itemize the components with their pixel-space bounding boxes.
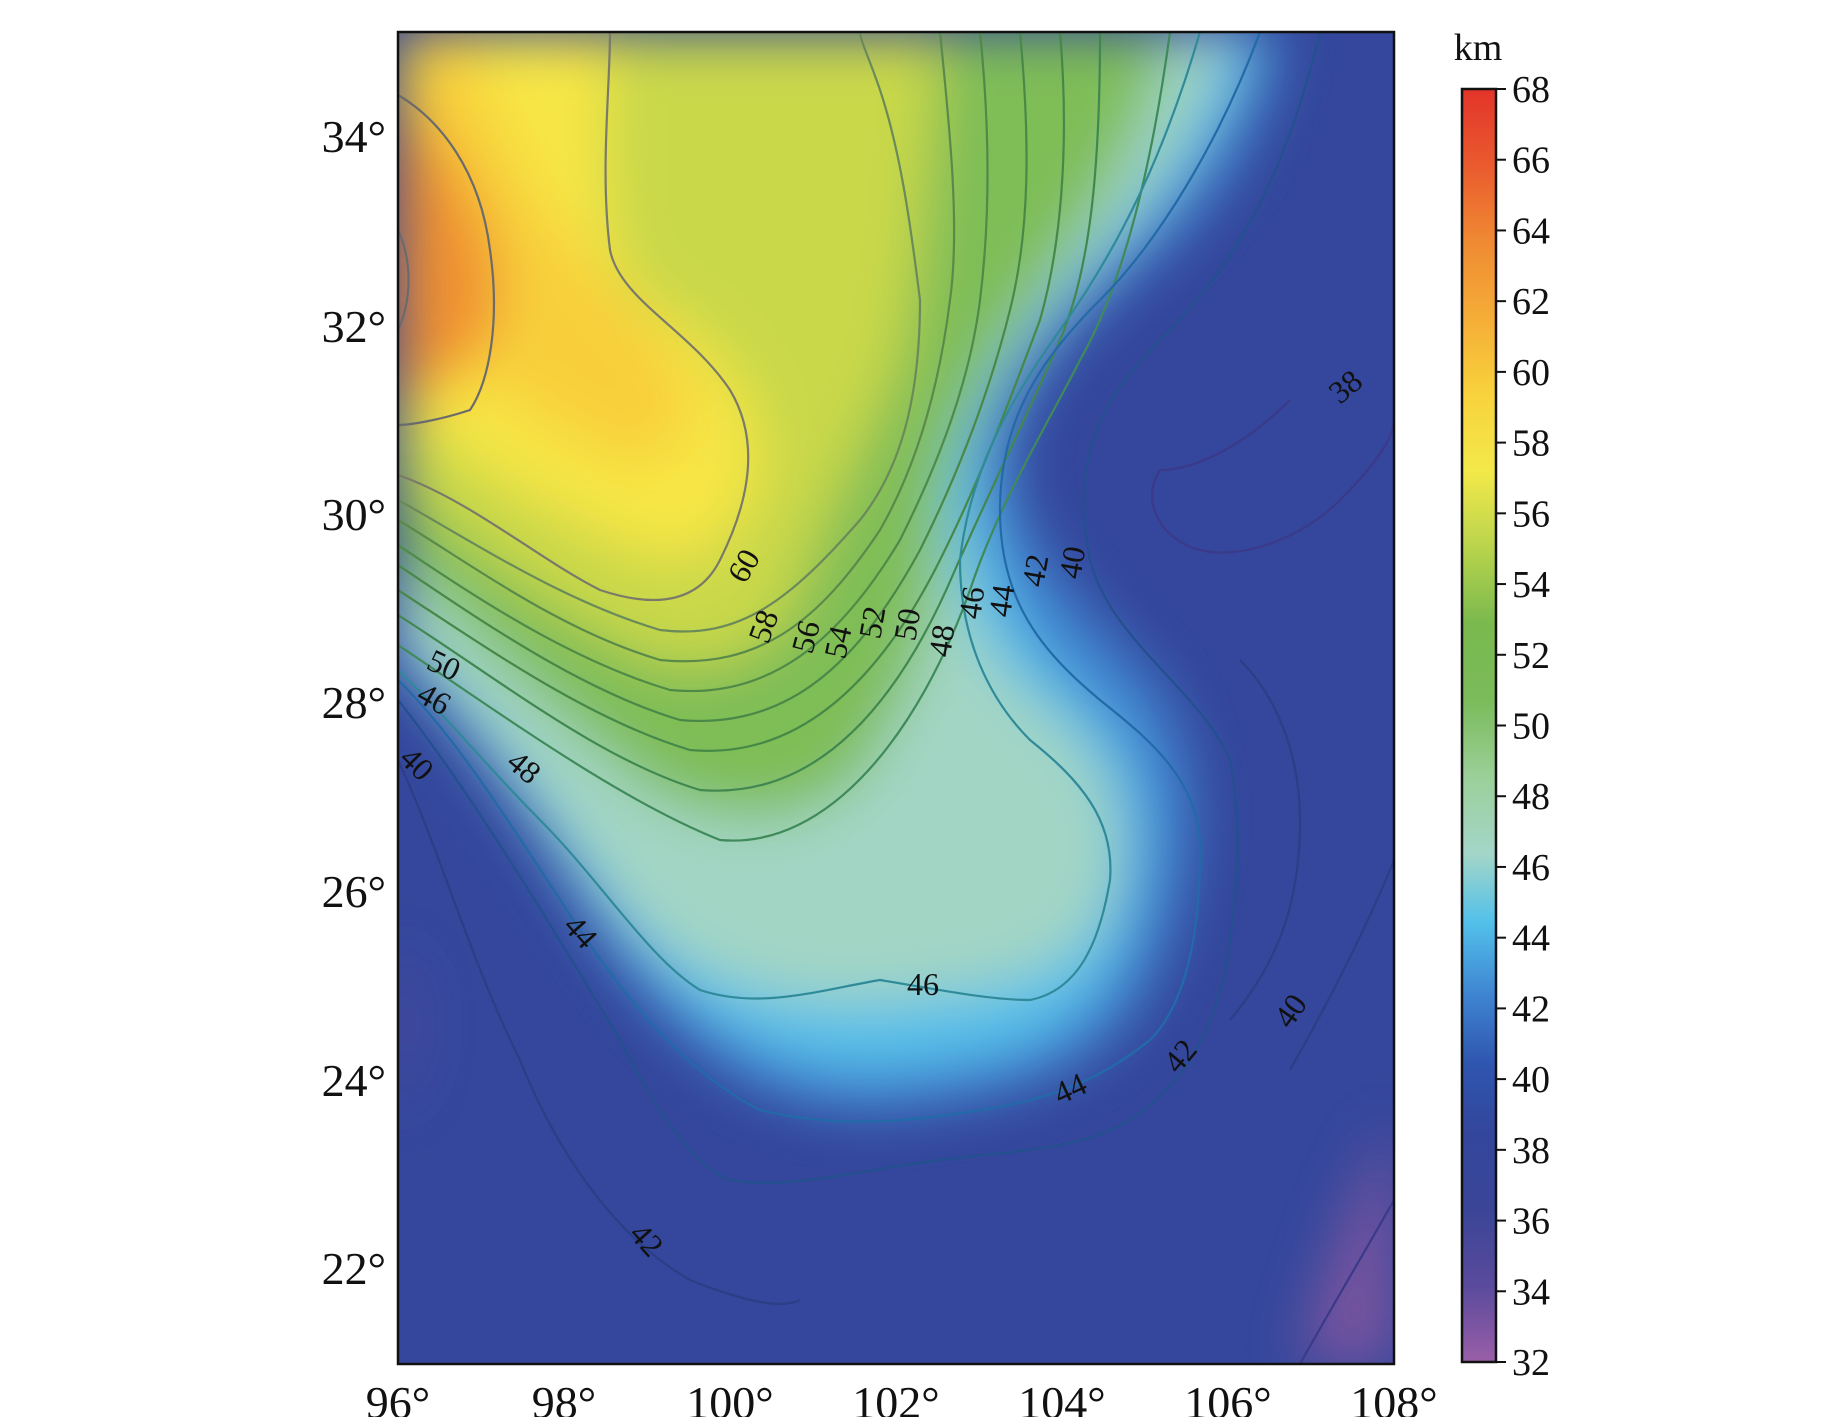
colorbar-tick-label: 38 <box>1512 1130 1550 1172</box>
colorbar-tick-label: 62 <box>1512 281 1550 323</box>
plot-frame <box>396 30 1396 1366</box>
contour-label: 48 <box>921 622 961 659</box>
lon-tick-label: 102° <box>852 1377 939 1417</box>
lon-tick-label: 106° <box>1184 1377 1271 1417</box>
colorbar-tick-label: 68 <box>1512 69 1550 111</box>
colorbar-tick-label: 50 <box>1512 706 1550 748</box>
lat-tick-label: 32° <box>322 301 386 352</box>
colorbar-tick-label: 46 <box>1512 847 1550 889</box>
lon-tick-label: 100° <box>686 1377 773 1417</box>
colorbar-tick-label: 58 <box>1512 423 1550 465</box>
colorbar-tick-label: 36 <box>1512 1201 1550 1243</box>
map-plot-area: 60 58 56 54 52 50 48 46 44 42 40 38 50 4… <box>396 30 1396 1366</box>
thickness-field <box>398 32 1394 1364</box>
lat-tick-label: 22° <box>322 1243 386 1294</box>
latitude-axis: 22° 24° 26° 28° 30° 32° 34° <box>322 111 386 1294</box>
contour-label: 42 <box>1014 551 1055 589</box>
colorbar-tick-label: 54 <box>1512 564 1550 606</box>
lat-tick-label: 26° <box>322 866 386 917</box>
colorbar: km 68 66 64 62 60 58 56 54 52 50 48 46 44 42 40 38 36 34 3… <box>1454 27 1550 1384</box>
lat-tick-label: 24° <box>322 1055 386 1106</box>
lon-tick-label: 98° <box>532 1377 596 1417</box>
colorbar-tick-label: 32 <box>1512 1342 1550 1384</box>
colorbar-tick-label: 48 <box>1512 776 1550 818</box>
lat-tick-label: 30° <box>322 489 386 540</box>
colorbar-ticks: 68 66 64 62 60 58 56 54 52 50 48 46 44 42 40 38 36 34 32 <box>1496 69 1550 1384</box>
colorbar-unit-label: km <box>1454 27 1503 69</box>
contour-lines <box>398 32 1394 1364</box>
lon-tick-label: 96° <box>366 1377 430 1417</box>
colorbar-tick-label: 60 <box>1512 352 1550 394</box>
lat-tick-label: 34° <box>322 111 386 162</box>
colorbar-tick-label: 52 <box>1512 635 1550 677</box>
lon-tick-label: 108° <box>1350 1377 1437 1417</box>
contour-label: 54 <box>817 623 859 662</box>
colorbar-tick-label: 56 <box>1512 493 1550 535</box>
contour-label: 40 <box>1051 543 1092 581</box>
colorbar-tick-label: 42 <box>1512 988 1550 1030</box>
colorbar-gradient <box>1460 87 1498 1364</box>
colorbar-tick-label: 44 <box>1512 918 1550 960</box>
contour-label: 46 <box>951 584 991 621</box>
colorbar-tick-label: 34 <box>1512 1271 1550 1313</box>
contour-label: 46 <box>907 966 939 1002</box>
colorbar-tick-label: 66 <box>1512 140 1550 182</box>
contour-label: 50 <box>886 605 927 643</box>
longitude-axis: 96° 98° 100° 102° 104° 106° 108° <box>366 1377 1438 1417</box>
colorbar-tick-label: 40 <box>1512 1059 1550 1101</box>
contour-label: 44 <box>981 582 1021 619</box>
lon-tick-label: 104° <box>1018 1377 1105 1417</box>
colorbar-tick-label: 64 <box>1512 210 1550 252</box>
lat-tick-label: 28° <box>322 677 386 728</box>
contour-label: 52 <box>851 603 892 641</box>
